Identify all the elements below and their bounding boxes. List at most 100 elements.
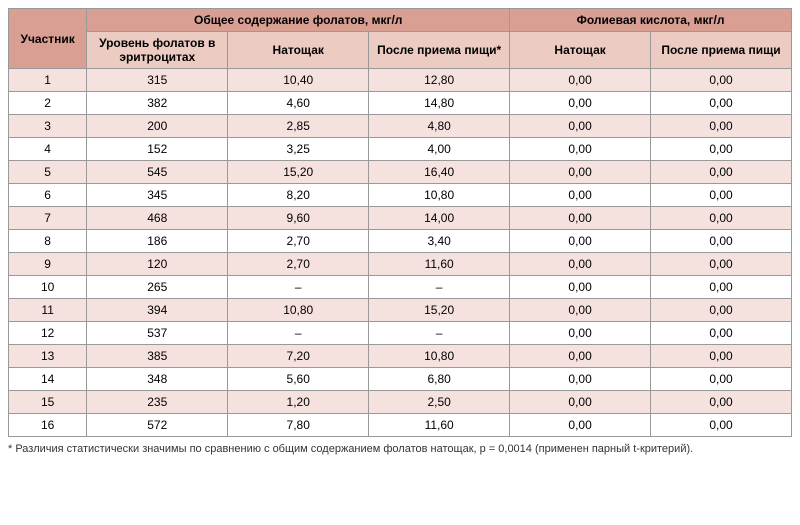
cell-e: 0,00: [651, 115, 792, 138]
table-row: 63458,2010,800,000,00: [9, 184, 792, 207]
header-group-folates: Общее содержание фолатов, мкг/л: [87, 9, 510, 32]
cell-a: 200: [87, 115, 228, 138]
cell-c: 14,80: [369, 92, 510, 115]
cell-c: 3,40: [369, 230, 510, 253]
cell-b: 9,60: [228, 207, 369, 230]
cell-c: 6,80: [369, 368, 510, 391]
cell-c: 14,00: [369, 207, 510, 230]
cell-d: 0,00: [510, 161, 651, 184]
cell-n: 5: [9, 161, 87, 184]
cell-d: 0,00: [510, 115, 651, 138]
cell-c: 2,50: [369, 391, 510, 414]
cell-n: 16: [9, 414, 87, 437]
cell-a: 345: [87, 184, 228, 207]
subheader-postprandial-1: После приема пищи*: [369, 32, 510, 69]
cell-d: 0,00: [510, 345, 651, 368]
cell-a: 572: [87, 414, 228, 437]
table-row: 554515,2016,400,000,00: [9, 161, 792, 184]
table-row: 81862,703,400,000,00: [9, 230, 792, 253]
subheader-fasting-2: Натощак: [510, 32, 651, 69]
cell-d: 0,00: [510, 184, 651, 207]
table-body: 131510,4012,800,000,0023824,6014,800,000…: [9, 69, 792, 437]
cell-n: 14: [9, 368, 87, 391]
cell-a: 545: [87, 161, 228, 184]
cell-b: 2,85: [228, 115, 369, 138]
header-participant: Участник: [9, 9, 87, 69]
cell-a: 265: [87, 276, 228, 299]
cell-d: 0,00: [510, 207, 651, 230]
cell-b: 7,20: [228, 345, 369, 368]
cell-b: 10,40: [228, 69, 369, 92]
header-group-folic-acid: Фолиевая кислота, мкг/л: [510, 9, 792, 32]
cell-c: 10,80: [369, 345, 510, 368]
cell-e: 0,00: [651, 161, 792, 184]
cell-e: 0,00: [651, 299, 792, 322]
subheader-erythro: Уровень фолатов в эритроцитах: [87, 32, 228, 69]
cell-d: 0,00: [510, 299, 651, 322]
cell-d: 0,00: [510, 92, 651, 115]
cell-a: 468: [87, 207, 228, 230]
cell-d: 0,00: [510, 391, 651, 414]
cell-b: 10,80: [228, 299, 369, 322]
cell-e: 0,00: [651, 414, 792, 437]
table-row: 74689,6014,000,000,00: [9, 207, 792, 230]
cell-d: 0,00: [510, 276, 651, 299]
cell-n: 1: [9, 69, 87, 92]
cell-b: 1,20: [228, 391, 369, 414]
cell-e: 0,00: [651, 253, 792, 276]
cell-n: 9: [9, 253, 87, 276]
table-row: 12537––0,000,00: [9, 322, 792, 345]
subheader-postprandial-2: После приема пищи: [651, 32, 792, 69]
cell-e: 0,00: [651, 69, 792, 92]
table-row: 143485,606,800,000,00: [9, 368, 792, 391]
cell-a: 186: [87, 230, 228, 253]
cell-n: 3: [9, 115, 87, 138]
cell-a: 235: [87, 391, 228, 414]
table-row: 10265––0,000,00: [9, 276, 792, 299]
cell-c: 12,80: [369, 69, 510, 92]
cell-b: 15,20: [228, 161, 369, 184]
cell-c: 4,00: [369, 138, 510, 161]
cell-e: 0,00: [651, 230, 792, 253]
table-row: 91202,7011,600,000,00: [9, 253, 792, 276]
cell-n: 7: [9, 207, 87, 230]
cell-d: 0,00: [510, 253, 651, 276]
cell-a: 348: [87, 368, 228, 391]
cell-c: –: [369, 322, 510, 345]
table-row: 131510,4012,800,000,00: [9, 69, 792, 92]
cell-c: 10,80: [369, 184, 510, 207]
cell-a: 385: [87, 345, 228, 368]
cell-d: 0,00: [510, 230, 651, 253]
table-row: 133857,2010,800,000,00: [9, 345, 792, 368]
cell-a: 537: [87, 322, 228, 345]
cell-d: 0,00: [510, 414, 651, 437]
cell-n: 12: [9, 322, 87, 345]
cell-b: 8,20: [228, 184, 369, 207]
subheader-fasting-1: Натощак: [228, 32, 369, 69]
cell-b: 3,25: [228, 138, 369, 161]
cell-c: 15,20: [369, 299, 510, 322]
cell-n: 2: [9, 92, 87, 115]
cell-c: 11,60: [369, 253, 510, 276]
cell-a: 152: [87, 138, 228, 161]
cell-e: 0,00: [651, 368, 792, 391]
cell-e: 0,00: [651, 138, 792, 161]
cell-a: 382: [87, 92, 228, 115]
cell-n: 8: [9, 230, 87, 253]
table-row: 32002,854,800,000,00: [9, 115, 792, 138]
cell-c: 16,40: [369, 161, 510, 184]
cell-n: 11: [9, 299, 87, 322]
cell-b: –: [228, 322, 369, 345]
cell-c: 11,60: [369, 414, 510, 437]
cell-e: 0,00: [651, 184, 792, 207]
cell-d: 0,00: [510, 368, 651, 391]
cell-b: 4,60: [228, 92, 369, 115]
cell-n: 13: [9, 345, 87, 368]
cell-e: 0,00: [651, 207, 792, 230]
cell-n: 15: [9, 391, 87, 414]
table-row: 152351,202,500,000,00: [9, 391, 792, 414]
cell-d: 0,00: [510, 322, 651, 345]
cell-n: 10: [9, 276, 87, 299]
cell-a: 120: [87, 253, 228, 276]
cell-e: 0,00: [651, 322, 792, 345]
